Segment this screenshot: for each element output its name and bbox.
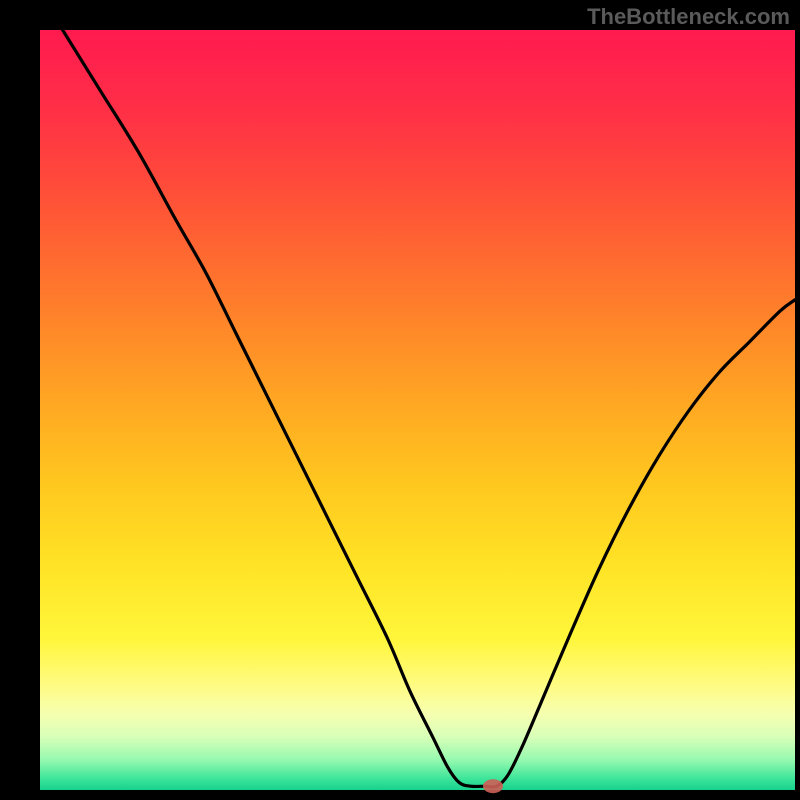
plot-background	[40, 30, 795, 790]
optimal-marker	[483, 779, 503, 793]
bottleneck-chart: TheBottleneck.com	[0, 0, 800, 800]
watermark-text: TheBottleneck.com	[587, 4, 790, 30]
chart-svg	[0, 0, 800, 800]
